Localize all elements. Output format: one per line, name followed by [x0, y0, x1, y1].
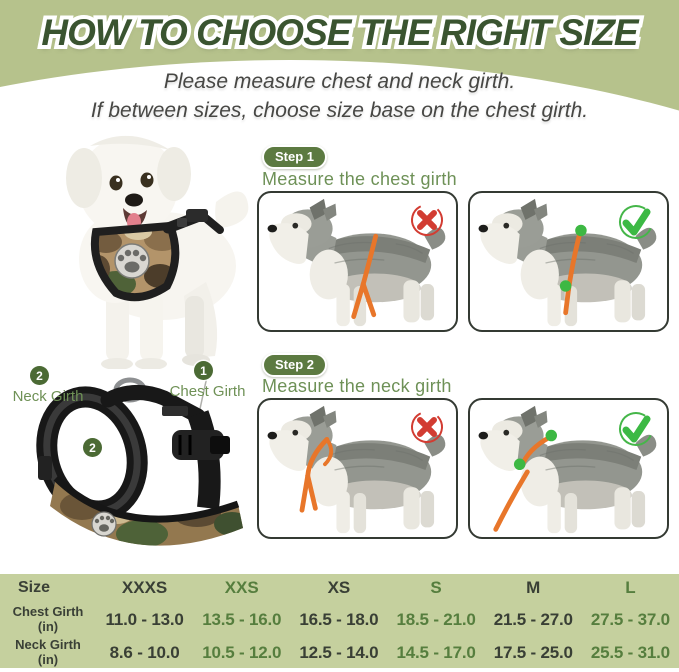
measure-point — [559, 280, 572, 292]
neck-girth-s: 14.5 - 17.0 — [396, 642, 476, 662]
chest-girth-row-label: Chest Girth (in) — [0, 603, 96, 634]
paw-icon — [91, 511, 117, 537]
row-label-text: Neck Girth — [15, 636, 81, 652]
dog-eye — [109, 175, 123, 191]
header-background — [0, 0, 679, 150]
neck-girth-row-label: Neck Girth (in) — [0, 636, 96, 667]
step-1-examples — [257, 191, 669, 332]
step-2-examples — [257, 398, 669, 539]
chest-girth-xs: 16.5 - 18.0 — [299, 609, 379, 629]
dog-chest-correct — [470, 196, 667, 330]
step-2-wrong-example — [257, 398, 458, 539]
chest-girth-marker: 1 — [194, 361, 213, 380]
neck-girth-l: 25.5 - 31.0 — [590, 642, 670, 662]
step-1-correct-example — [468, 191, 669, 332]
size-table: Size XXXS XXS XS S M L Chest Girth (in) … — [0, 574, 679, 668]
subtitle-line-2: If between sizes, choose size base on th… — [90, 99, 589, 122]
neck-girth-m: 17.5 - 25.0 — [493, 642, 573, 662]
measure-point — [575, 224, 587, 237]
measuring-tape — [299, 436, 334, 513]
step-1-instruction: Measure the chest girth — [262, 169, 457, 189]
dog-nose — [125, 193, 143, 207]
chest-girth-s: 18.5 - 21.0 — [396, 609, 476, 629]
cross-icon — [411, 411, 443, 443]
dog-neck-correct — [470, 403, 667, 537]
subtitle-line-1: Please measure chest and neck girth. — [163, 70, 516, 93]
dog-neck-wrong — [259, 403, 456, 537]
row-label-unit: (in) — [37, 651, 59, 667]
page-title: HOW TO CHOOSE THE RIGHT SIZE HOW TO CHOO… — [0, 8, 679, 57]
step-2-badge: Step 2 — [262, 353, 328, 377]
measure-point — [513, 458, 526, 470]
row-label-text: Chest Girth — [12, 603, 84, 619]
step-2-correct-example — [468, 398, 669, 539]
chest-girth-xxxs: 11.0 - 13.0 — [105, 609, 184, 629]
page-title-outline: HOW TO CHOOSE THE RIGHT SIZE — [37, 8, 642, 57]
chest-girth-label: Chest Girth — [169, 383, 246, 400]
neck-strap-marker: 2 — [83, 438, 102, 457]
size-table-header-xxxs: XXXS — [121, 578, 168, 597]
size-table-header-m: M — [526, 578, 541, 597]
chest-girth-l: 27.5 - 37.0 — [590, 609, 670, 629]
page-title-text: HOW TO CHOOSE THE RIGHT SIZE — [41, 12, 638, 53]
size-table-header-size: Size — [18, 579, 51, 596]
chest-strap — [187, 410, 221, 510]
chest-girth-m: 21.5 - 27.0 — [493, 609, 573, 629]
cross-icon — [411, 204, 443, 236]
neck-girth-xxs: 10.5 - 12.0 — [202, 642, 282, 662]
chest-girth-xxs: 13.5 - 16.0 — [202, 609, 282, 629]
check-icon — [619, 412, 653, 446]
dog-chest-wrong — [259, 196, 456, 330]
measuring-tape — [351, 233, 379, 319]
neck-girth-xs: 12.5 - 14.0 — [299, 642, 379, 662]
size-table-header-xs: XS — [327, 578, 351, 597]
neck-girth-marker: 2 — [30, 366, 49, 385]
row-label-unit: (in) — [37, 618, 59, 634]
step-1-badge: Step 1 — [262, 145, 328, 169]
check-icon — [619, 205, 653, 239]
harness-buckle — [186, 209, 208, 222]
neck-girth-xxxs: 8.6 - 10.0 — [109, 642, 180, 662]
white-dog-photo — [66, 135, 249, 369]
step-2-instruction: Measure the neck girth — [262, 376, 452, 396]
size-table-header-l: L — [625, 578, 636, 597]
measure-point — [545, 429, 558, 442]
size-table-header-xxs: XXS — [224, 578, 259, 597]
step-1-wrong-example — [257, 191, 458, 332]
neck-girth-label: Neck Girth — [12, 388, 84, 405]
size-table-header-s: S — [430, 578, 442, 597]
harness-diagram-photo — [36, 371, 243, 546]
paw-icon — [114, 243, 150, 279]
